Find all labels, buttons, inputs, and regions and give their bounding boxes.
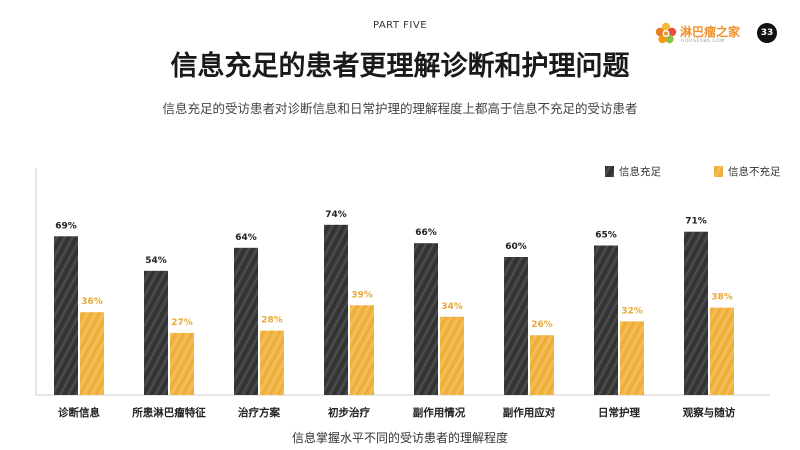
bar-0-6 — [594, 245, 618, 395]
legend: 信息充足 信息不充足 — [605, 165, 781, 178]
data-label-1-2: 28% — [261, 316, 283, 326]
bar-0-3 — [324, 224, 348, 395]
page-title: 信息充足的患者更理解诊断和护理问题 — [170, 51, 630, 82]
x-axis-title: 信息掌握水平不同的受访患者的理解程度 — [291, 431, 508, 445]
brand-url: HOUSE086.COM — [681, 39, 725, 44]
bar-0-5 — [504, 257, 528, 395]
legend-label-0: 信息充足 — [619, 165, 661, 178]
flower-logo-icon — [655, 22, 677, 44]
bar-1-1 — [170, 332, 194, 395]
bar-1-7 — [710, 307, 734, 395]
data-label-0-3: 74% — [325, 210, 347, 220]
brand-logo: 淋巴瘤之家 HOUSE086.COM 33 — [655, 20, 785, 50]
data-label-1-7: 38% — [711, 293, 733, 303]
data-label-0-4: 66% — [415, 228, 437, 238]
bar-0-1 — [144, 270, 168, 395]
data-label-0-0: 69% — [55, 221, 77, 231]
data-label-0-1: 54% — [145, 256, 167, 266]
category-label-7: 观察与随访 — [683, 406, 736, 419]
data-label-0-2: 64% — [235, 233, 257, 243]
legend-swatch-1 — [714, 166, 723, 177]
data-label-1-1: 27% — [171, 318, 193, 328]
legend-label-1: 信息不充足 — [728, 165, 781, 178]
part-label: PART FIVE — [372, 20, 428, 31]
page-number-badge: 33 — [757, 23, 777, 43]
bar-0-2 — [234, 247, 258, 395]
bar-1-2 — [260, 330, 284, 395]
page-subtitle: 信息充足的受访患者对诊断信息和日常护理的理解程度上都高于信息不充足的受访患者 — [162, 101, 638, 116]
data-label-1-0: 36% — [81, 297, 103, 307]
category-label-5: 副作用应对 — [503, 406, 556, 419]
category-label-6: 日常护理 — [598, 406, 640, 419]
bar-group: 69% 36% 诊断信息 54% 27% 所患淋巴瘤特征 64% 28% 治疗方案 74% 39% 初… — [54, 210, 736, 419]
category-label-3: 初步治疗 — [328, 406, 370, 419]
legend-swatch-0 — [605, 166, 614, 177]
bar-1-6 — [620, 321, 644, 395]
bar-1-5 — [530, 335, 554, 395]
bar-0-4 — [414, 243, 438, 395]
data-label-1-3: 39% — [351, 290, 373, 300]
category-label-1: 所患淋巴瘤特征 — [132, 406, 206, 419]
bar-1-0 — [80, 312, 104, 395]
data-label-0-5: 60% — [505, 242, 527, 252]
bar-0-0 — [54, 236, 78, 395]
category-label-4: 副作用情况 — [413, 406, 466, 419]
data-label-1-4: 34% — [441, 302, 463, 312]
data-label-0-6: 65% — [595, 231, 617, 241]
bar-1-4 — [440, 316, 464, 395]
category-label-0: 诊断信息 — [58, 406, 100, 419]
data-label-1-5: 26% — [531, 320, 553, 330]
category-label-2: 治疗方案 — [238, 406, 280, 419]
bar-0-7 — [684, 231, 708, 395]
data-label-0-7: 71% — [685, 217, 707, 227]
data-label-1-6: 32% — [621, 306, 643, 316]
bar-1-3 — [350, 305, 374, 395]
brand-name: 淋巴瘤之家 — [680, 25, 741, 39]
